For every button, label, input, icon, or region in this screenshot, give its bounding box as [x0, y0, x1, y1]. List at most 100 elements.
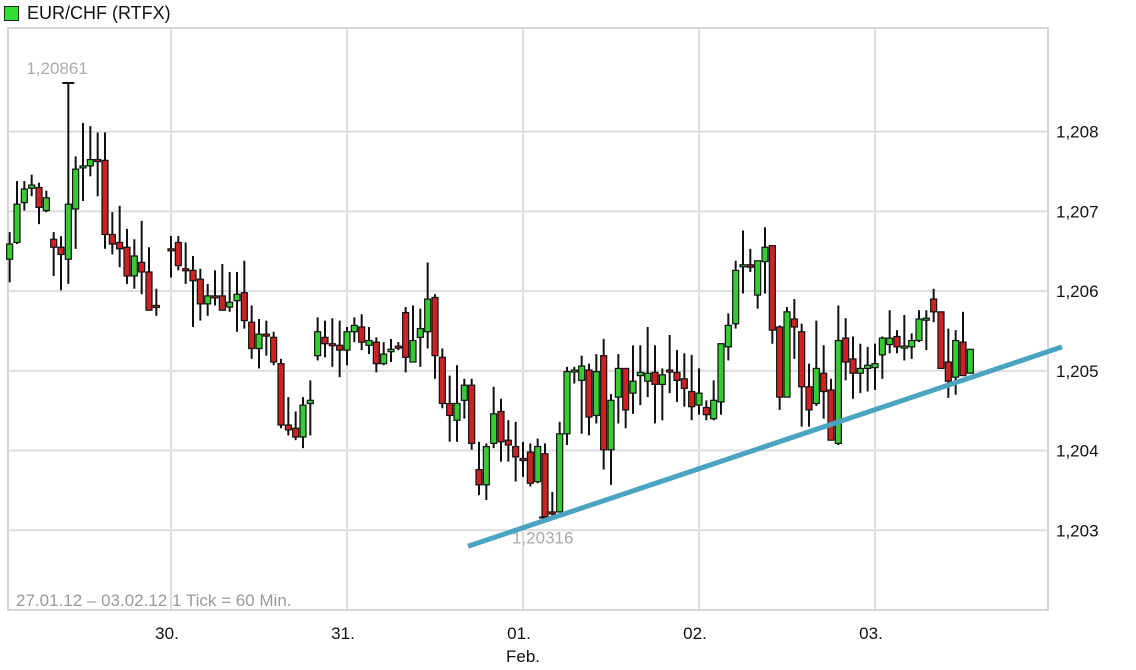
candle: [622, 367, 630, 429]
candle: [72, 156, 80, 249]
candle: [380, 342, 388, 366]
candle-body: [321, 336, 329, 345]
candle-body: [482, 445, 490, 486]
candle-body: [79, 165, 87, 169]
candle: [702, 400, 710, 421]
candle-body: [35, 186, 43, 208]
candle-body: [754, 260, 762, 296]
candle-body: [922, 317, 930, 321]
candle: [218, 263, 226, 311]
high-label: 1,20861: [26, 59, 87, 78]
candle-body: [673, 371, 681, 381]
candle-body: [710, 399, 718, 420]
candle: [145, 247, 153, 311]
candle: [827, 378, 835, 441]
candle: [299, 397, 307, 449]
candle-body: [50, 238, 58, 248]
candle: [321, 320, 329, 358]
legend-swatch: [4, 6, 19, 21]
x-tick-label: 30.: [155, 624, 179, 643]
candle-body: [636, 371, 644, 377]
x-tick-label: 02.: [683, 624, 707, 643]
candle: [864, 346, 872, 392]
candle: [20, 181, 28, 211]
candle: [798, 323, 806, 427]
candle-body: [900, 345, 908, 349]
candle: [512, 421, 520, 482]
candle-body: [57, 246, 65, 256]
candle: [409, 305, 417, 363]
candle: [959, 311, 967, 377]
candle: [336, 320, 344, 378]
candle: [930, 288, 938, 323]
x-tick-label: 03.: [859, 624, 883, 643]
candle: [101, 132, 109, 249]
candle: [732, 260, 740, 329]
candle-body: [174, 241, 182, 267]
candle-body: [358, 326, 366, 343]
candle-body: [688, 390, 696, 408]
candle: [138, 220, 146, 295]
candle: [196, 268, 204, 321]
candle: [277, 358, 285, 429]
candle-body: [607, 399, 615, 451]
candle: [768, 245, 776, 344]
y-tick-label: 1,208: [1056, 123, 1099, 142]
candle: [292, 411, 300, 441]
candle-body: [409, 339, 417, 363]
candle-body: [387, 348, 395, 353]
candle: [966, 348, 974, 374]
annotations: 1,20861 1,20316: [26, 59, 1063, 549]
candle-body: [812, 367, 820, 405]
candle: [255, 319, 263, 369]
candle-body: [776, 326, 784, 398]
candle-body: [798, 331, 806, 388]
candle: [578, 355, 586, 434]
candle: [35, 182, 43, 225]
candle: [915, 310, 923, 343]
candle-body: [512, 445, 520, 458]
candle-body: [365, 339, 373, 346]
candle: [856, 343, 864, 394]
candle-body: [240, 292, 248, 322]
candle: [878, 336, 886, 379]
candle: [28, 174, 36, 197]
candle-body: [732, 269, 740, 325]
grid: [8, 28, 1048, 610]
candle-body: [944, 361, 952, 382]
chart-footer: 27.01.12 – 03.02.12 1 Tick = 60 Min.: [16, 591, 292, 610]
candle-body: [284, 424, 292, 431]
candle: [226, 271, 234, 312]
candle: [204, 283, 212, 316]
candle: [387, 338, 395, 363]
candle: [240, 260, 248, 329]
candle: [607, 393, 615, 485]
candle-body: [746, 264, 754, 268]
candle-body: [189, 269, 197, 282]
candle-body: [570, 369, 578, 373]
candle-body: [108, 233, 116, 245]
candle: [13, 181, 21, 245]
y-tick-label: 1,206: [1056, 282, 1099, 301]
candle: [724, 313, 732, 361]
candle-body: [13, 203, 21, 244]
candle-body: [130, 255, 138, 277]
candle-body: [600, 355, 608, 451]
x-tick-sublabel: Feb.: [506, 647, 540, 666]
candle: [328, 318, 336, 367]
candle: [358, 314, 366, 351]
candle: [900, 315, 908, 361]
candle-body: [218, 295, 226, 311]
candle: [94, 132, 102, 197]
candle: [57, 236, 65, 291]
trendline: [467, 344, 1063, 549]
candle: [790, 299, 798, 359]
candle: [108, 212, 116, 255]
candle-body: [350, 324, 358, 333]
candle-body: [783, 311, 791, 398]
candle-body: [394, 345, 402, 349]
axes: 1,203 1,204 1,205 1,206 1,207 1,208 30. 31. 01. F…: [155, 123, 1098, 666]
candle-body: [343, 331, 351, 351]
candle-body: [20, 188, 28, 204]
